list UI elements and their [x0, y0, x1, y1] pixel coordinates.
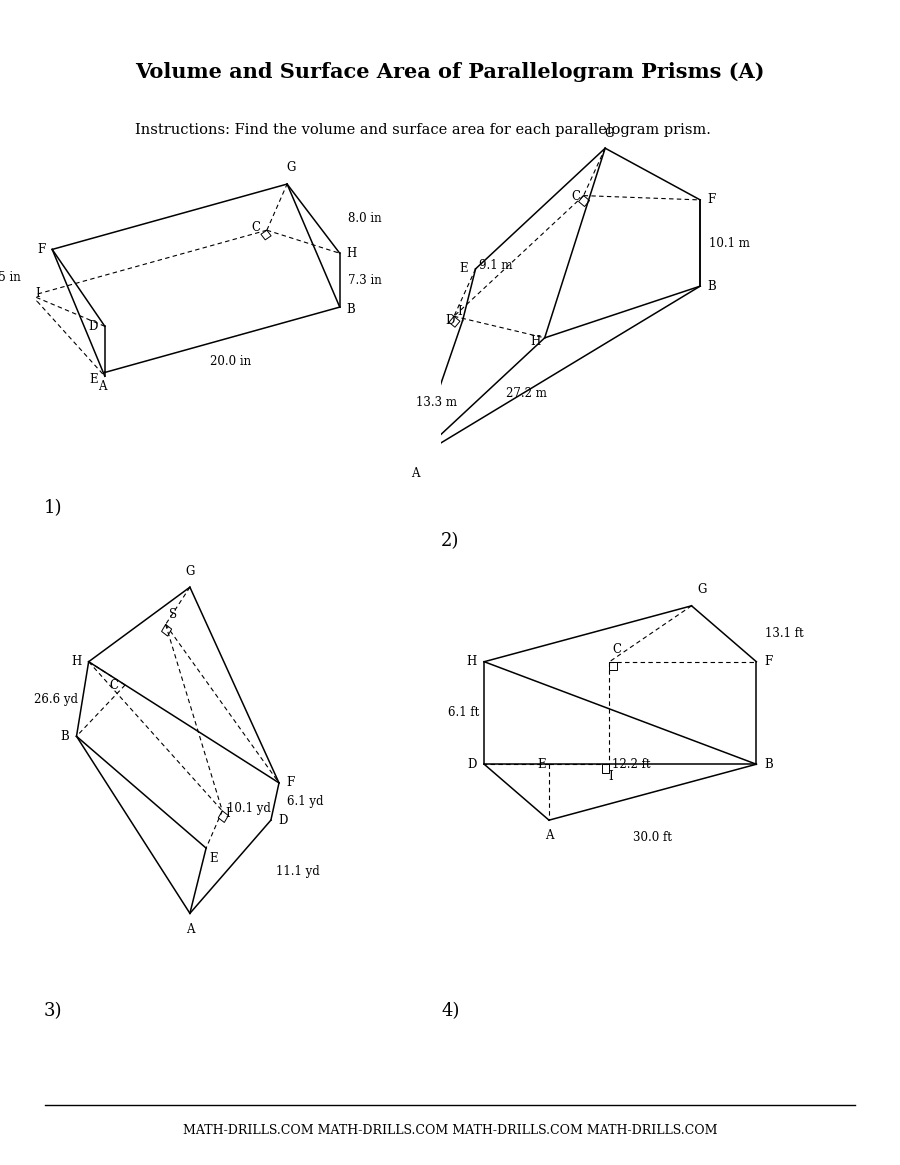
Text: D: D: [446, 315, 455, 327]
Text: S: S: [168, 608, 176, 621]
Text: C: C: [613, 643, 622, 656]
Text: 7.3 in: 7.3 in: [347, 274, 382, 287]
Text: Volume and Surface Area of Parallelogram Prisms (A): Volume and Surface Area of Parallelogram…: [135, 62, 765, 82]
Text: H: H: [466, 655, 477, 669]
Text: 13.3 m: 13.3 m: [416, 396, 457, 409]
Text: 12.2 ft: 12.2 ft: [612, 758, 650, 771]
Text: G: G: [697, 584, 706, 596]
Text: E: E: [209, 852, 218, 864]
Text: 1): 1): [44, 500, 63, 517]
Text: A: A: [97, 380, 106, 393]
Text: I: I: [225, 807, 230, 820]
Text: 6.5 in: 6.5 in: [0, 271, 21, 284]
Text: MATH-DRILLS.COM MATH-DRILLS.COM MATH-DRILLS.COM MATH-DRILLS.COM: MATH-DRILLS.COM MATH-DRILLS.COM MATH-DRI…: [183, 1123, 717, 1137]
Text: C: C: [252, 221, 261, 234]
Text: E: E: [537, 757, 545, 771]
Text: H: H: [71, 655, 82, 669]
Text: A: A: [185, 923, 194, 935]
Text: 6.1 ft: 6.1 ft: [447, 706, 479, 720]
Text: D: D: [278, 813, 287, 827]
Text: H: H: [346, 247, 357, 260]
Text: 26.6 yd: 26.6 yd: [33, 692, 77, 706]
Text: 11.1 yd: 11.1 yd: [276, 864, 320, 878]
Text: I: I: [608, 770, 613, 783]
Text: 20.0 in: 20.0 in: [210, 355, 251, 368]
Text: G: G: [286, 162, 296, 175]
Text: C: C: [572, 190, 580, 203]
Text: F: F: [286, 776, 294, 790]
Text: B: B: [60, 729, 69, 743]
Text: F: F: [764, 655, 772, 669]
Text: B: B: [764, 757, 773, 771]
Text: 27.2 m: 27.2 m: [506, 388, 546, 401]
Text: 10.1 yd: 10.1 yd: [228, 802, 271, 814]
Text: G: G: [605, 127, 614, 140]
Text: F: F: [707, 193, 716, 206]
Text: D: D: [467, 757, 477, 771]
Text: 13.1 ft: 13.1 ft: [765, 627, 804, 641]
Text: I: I: [35, 288, 40, 301]
Text: 2): 2): [441, 531, 459, 550]
Text: D: D: [88, 320, 98, 333]
Text: A: A: [410, 467, 419, 480]
Text: 4): 4): [441, 1002, 459, 1019]
Text: F: F: [37, 243, 45, 256]
Text: 3): 3): [44, 1002, 63, 1019]
Text: 9.1 m: 9.1 m: [479, 259, 512, 273]
Text: C: C: [109, 678, 118, 692]
Text: 6.1 yd: 6.1 yd: [287, 795, 324, 809]
Text: E: E: [89, 373, 98, 386]
Text: 10.1 m: 10.1 m: [709, 236, 750, 249]
Text: B: B: [346, 303, 356, 317]
Text: A: A: [544, 829, 554, 842]
Text: E: E: [459, 262, 468, 275]
Text: G: G: [185, 565, 194, 578]
Text: 30.0 ft: 30.0 ft: [634, 831, 672, 843]
Text: H: H: [530, 334, 540, 347]
Text: Instructions: Find the volume and surface area for each parallelogram prism.: Instructions: Find the volume and surfac…: [135, 123, 711, 137]
Text: B: B: [707, 280, 716, 292]
Text: I: I: [457, 305, 462, 318]
Text: 8.0 in: 8.0 in: [347, 212, 382, 225]
